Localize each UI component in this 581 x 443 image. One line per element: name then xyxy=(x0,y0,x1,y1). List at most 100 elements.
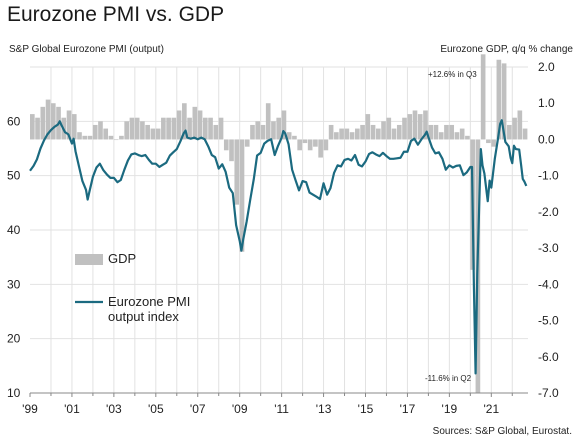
gdp-bar xyxy=(161,117,166,140)
chart-title: Eurozone PMI vs. GDP xyxy=(7,3,225,26)
gdp-bar xyxy=(386,117,392,140)
gdp-bar xyxy=(507,124,512,140)
gdp-bar xyxy=(444,124,449,140)
gdp-bar xyxy=(171,117,177,140)
x-tick-label: '13 xyxy=(316,402,332,416)
x-tick-label: '03 xyxy=(106,402,122,416)
gdp-bar xyxy=(50,103,56,140)
gdp-bar xyxy=(465,135,470,140)
gdp-bar xyxy=(113,139,119,141)
right-tick-label: 2.0 xyxy=(538,60,555,74)
legend-gdp-swatch xyxy=(75,254,103,265)
gdp-bar xyxy=(108,135,114,140)
gdp-bar xyxy=(145,124,150,140)
gdp-bar xyxy=(119,135,124,140)
x-tick-label: '09 xyxy=(232,402,248,416)
gdp-bars xyxy=(30,54,528,393)
gdp-bar xyxy=(328,124,334,140)
x-tick-label: '99 xyxy=(22,402,38,416)
gdp-bar xyxy=(103,128,109,140)
gdp-bar xyxy=(402,117,407,140)
gdp-bar xyxy=(176,110,182,140)
left-tick-label: 20 xyxy=(7,332,21,346)
gdp-bar xyxy=(292,135,297,140)
gdp-bar xyxy=(92,124,98,140)
gdp-bar xyxy=(155,128,161,140)
gdp-bar xyxy=(66,110,72,140)
gdp-bar xyxy=(213,124,219,140)
x-tick-label: '19 xyxy=(442,402,458,416)
x-tick-label: '01 xyxy=(64,402,80,416)
left-tick-label: 40 xyxy=(7,223,21,237)
gdp-bar xyxy=(87,135,93,140)
x-tick-label: '05 xyxy=(148,402,164,416)
gdp-bar xyxy=(45,99,51,140)
gdp-bar xyxy=(438,132,444,140)
gdp-bar xyxy=(428,124,434,140)
gdp-bar xyxy=(339,128,344,140)
x-tick-label: '21 xyxy=(483,402,499,416)
gdp-bar xyxy=(271,121,276,140)
gdp-bar xyxy=(286,132,292,140)
gdp-bar xyxy=(375,128,381,140)
gdp-bar xyxy=(77,132,82,140)
gdp-bar xyxy=(480,54,486,140)
legend-gdp-label: GDP xyxy=(108,251,136,266)
gdp-bar xyxy=(370,124,376,140)
left-tick-label: 10 xyxy=(7,386,21,400)
gdp-bar xyxy=(197,110,203,140)
legend-pmi-label: Eurozone PMI xyxy=(108,294,190,309)
gdp-bar xyxy=(396,124,402,140)
gdp-bar xyxy=(260,124,266,140)
gdp-bar xyxy=(208,117,213,140)
gdp-bar xyxy=(360,124,365,140)
gdp-bar xyxy=(417,114,423,140)
gdp-bar xyxy=(223,139,229,151)
right-tick-label: -5.0 xyxy=(538,314,559,328)
gdp-bar xyxy=(459,128,465,140)
gridlines xyxy=(30,66,528,393)
gdp-bar xyxy=(334,132,339,140)
right-tick-label: 1.0 xyxy=(538,96,555,110)
x-tick-label: '11 xyxy=(274,402,289,416)
gdp-bar xyxy=(255,121,261,140)
gdp-bar xyxy=(349,132,355,140)
gdp-bar xyxy=(71,114,77,140)
source-note: Sources: S&P Global, Eurostat. xyxy=(432,426,572,437)
gdp-bar xyxy=(35,117,40,140)
gdp-bar xyxy=(412,110,418,140)
gdp-bar xyxy=(150,128,156,140)
pmi-line xyxy=(29,119,528,375)
gdp-bar xyxy=(250,124,255,140)
gdp-bar xyxy=(40,106,46,140)
gdp-bar xyxy=(423,110,428,140)
gdp-bar xyxy=(344,128,350,140)
gdp-bar xyxy=(491,139,496,147)
x-tick-label: '15 xyxy=(358,402,374,416)
gdp-bar xyxy=(449,124,455,140)
gdp-bar xyxy=(454,132,460,140)
left-tick-label: 30 xyxy=(7,277,21,291)
gdp-bar xyxy=(512,117,517,140)
gdp-bar xyxy=(381,121,386,140)
x-tick-label: '17 xyxy=(400,402,416,416)
gdp-bar xyxy=(302,139,308,144)
gdp-bar xyxy=(134,117,140,140)
gdp-bar xyxy=(517,110,523,140)
left-tick-label: 60 xyxy=(7,114,21,128)
x-tick-label: '07 xyxy=(190,402,206,416)
gdp-bar xyxy=(202,117,208,140)
right-tick-label: -3.0 xyxy=(538,241,559,255)
gdp-bar xyxy=(355,128,360,140)
gdp-bar xyxy=(407,114,413,140)
gdp-bar xyxy=(323,139,329,151)
gdp-bar xyxy=(30,114,35,140)
left-tick-label: 50 xyxy=(7,169,21,183)
gdp-bar xyxy=(244,139,250,147)
right-tick-label: -4.0 xyxy=(538,277,559,291)
gdp-bar xyxy=(234,139,240,205)
gdp-bar xyxy=(391,128,397,140)
gdp-bar xyxy=(82,135,88,140)
